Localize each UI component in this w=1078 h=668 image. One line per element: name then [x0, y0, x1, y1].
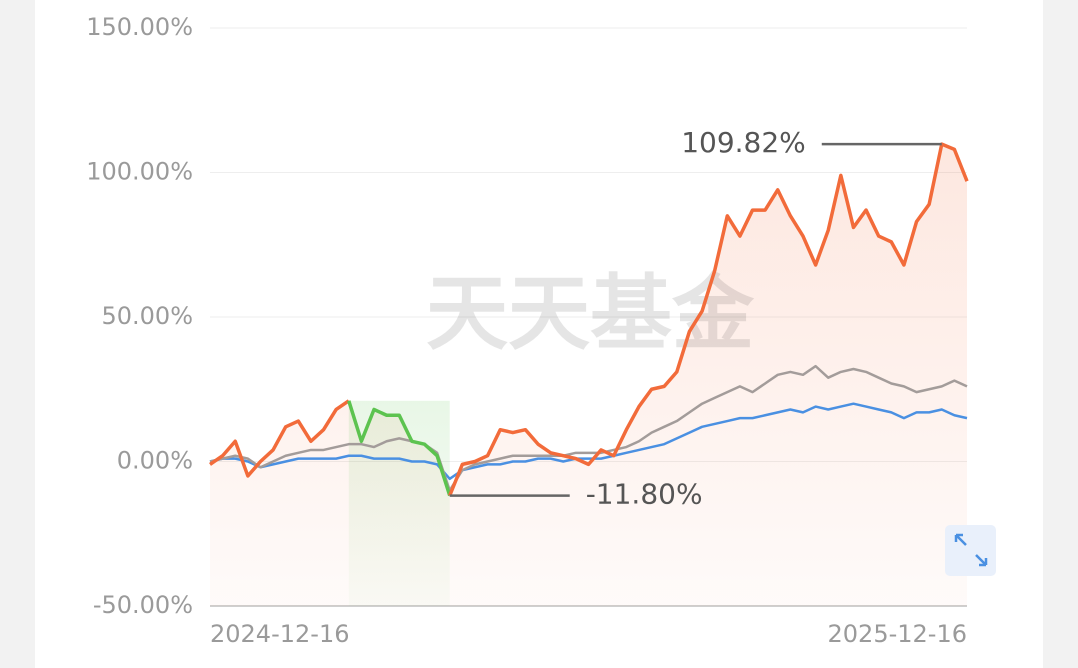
y-tick-label: 50.00%: [101, 302, 193, 330]
fund-line: [209, 399, 350, 478]
y-tick-label: 100.00%: [86, 158, 193, 186]
x-tick-label: 2024-12-16: [210, 620, 349, 648]
fund-line: [448, 142, 969, 497]
watermark: 天天基金: [426, 265, 755, 361]
expand-button-bg[interactable]: [945, 525, 996, 576]
benchmark-line: [209, 402, 968, 481]
expand-button[interactable]: [945, 525, 996, 576]
annotation-label: -11.80%: [586, 478, 703, 511]
annotation-label: 109.82%: [681, 126, 806, 159]
y-tick-label: 0.00%: [117, 447, 193, 475]
benchmark-line: [209, 364, 968, 492]
y-tick-label: 150.00%: [86, 13, 193, 41]
expand-icon[interactable]: [954, 533, 988, 567]
x-tick-label: 2025-12-16: [828, 620, 967, 648]
y-tick-label: -50.00%: [93, 591, 193, 619]
drawdown-line: [347, 400, 452, 497]
